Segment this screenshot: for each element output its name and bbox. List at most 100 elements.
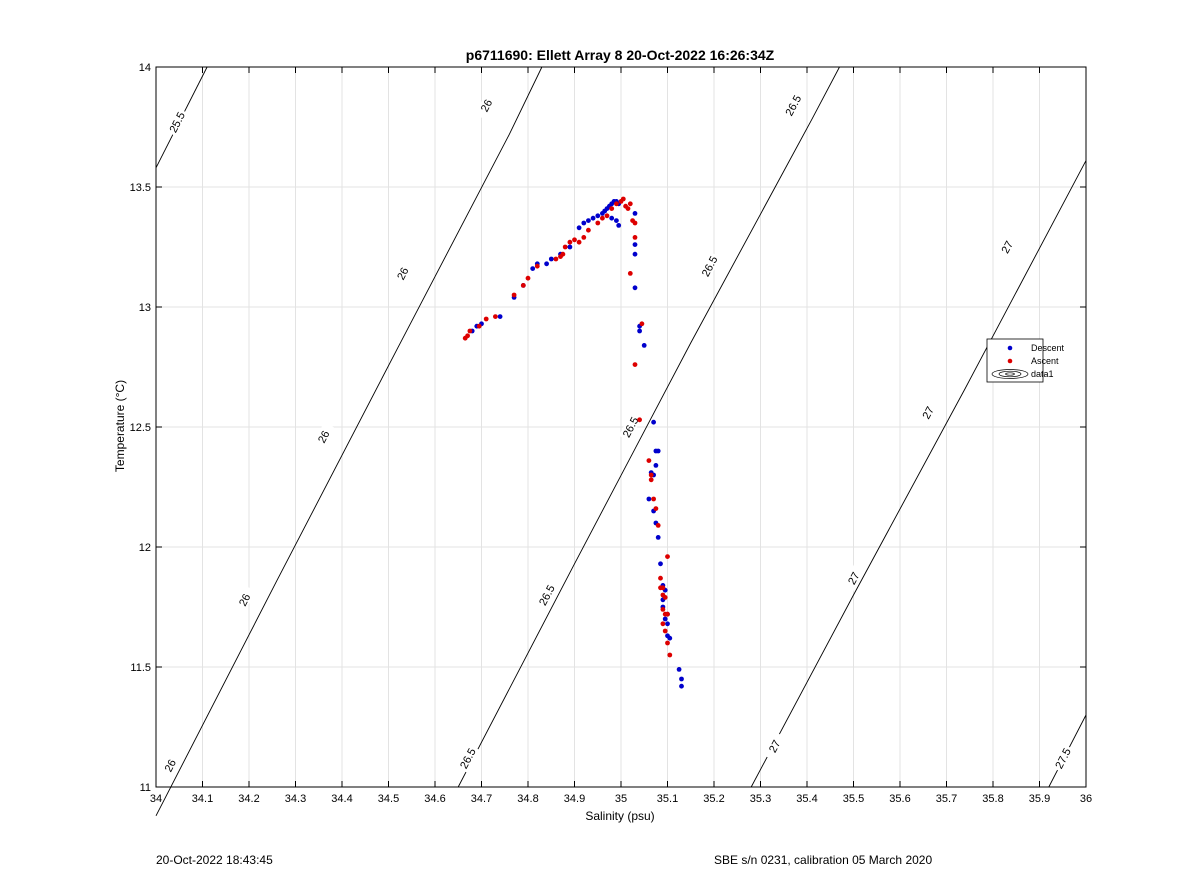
y-tick-label: 11.5 — [130, 662, 151, 674]
x-tick-label: 35.7 — [936, 793, 957, 805]
contour-label-bg — [535, 580, 558, 610]
data-point — [639, 321, 645, 327]
x-tick-label: 35.2 — [703, 793, 724, 805]
contour-label: 26 — [479, 98, 495, 114]
data-point — [576, 225, 582, 231]
data-point — [632, 285, 638, 291]
legend-data1-marker — [991, 369, 1029, 379]
contour-label: 26 — [163, 758, 179, 774]
data-point — [632, 211, 638, 216]
x-tick-label: 34.5 — [378, 793, 399, 805]
contour-label-bg — [916, 398, 940, 427]
data-point — [658, 585, 663, 591]
series-ascent — [462, 196, 673, 658]
x-tick-label: 35.9 — [1029, 793, 1050, 805]
contour-label: 27 — [767, 738, 783, 754]
data-point — [660, 592, 666, 598]
data-point — [467, 328, 473, 334]
data-point — [483, 316, 489, 322]
data-point — [676, 667, 682, 672]
data-point — [632, 362, 638, 367]
series-descent — [469, 199, 684, 689]
data-point — [609, 206, 615, 212]
contour-label-bg — [233, 585, 256, 615]
x-tick-label: 34.8 — [517, 793, 538, 805]
data-point — [511, 292, 517, 298]
y-tick-label: 13.5 — [130, 182, 151, 194]
data-point — [660, 607, 666, 612]
footer-date: 20-Oct-2022 18:43:45 — [156, 853, 273, 867]
data-point — [655, 523, 661, 528]
data-point — [665, 640, 670, 646]
data-point — [616, 223, 622, 228]
legend[interactable]: Descent Ascent data1 — [986, 338, 1065, 383]
x-tick-label: 36 — [1080, 793, 1092, 805]
data-point — [655, 448, 661, 454]
x-axis-label: Salinity (psu) — [585, 809, 654, 823]
data-point — [576, 239, 582, 245]
data-point — [653, 463, 659, 468]
data-point — [614, 201, 619, 207]
x-tick-label: 34.1 — [192, 793, 213, 805]
legend-ascent-label: Ascent — [1031, 356, 1059, 366]
data-point — [665, 554, 670, 559]
y-tick-label: 14 — [139, 62, 151, 74]
data-point — [648, 472, 654, 478]
data-point — [567, 244, 573, 250]
legend-ascent-marker — [1007, 358, 1013, 364]
data-point — [665, 621, 670, 627]
data-point — [609, 215, 615, 221]
data-point — [653, 506, 659, 511]
contour-label-bg — [697, 251, 721, 281]
data-point — [562, 244, 568, 250]
data-point — [632, 242, 638, 248]
data-point — [632, 220, 638, 226]
data-point — [667, 652, 673, 658]
data-point — [520, 283, 526, 288]
data-point — [525, 275, 531, 281]
data-point — [658, 561, 663, 567]
contour-label-bg — [165, 107, 189, 137]
data-point — [667, 635, 673, 641]
data-point — [665, 611, 670, 617]
contour-label-bg — [474, 91, 498, 120]
data-point — [627, 271, 633, 276]
data-point — [662, 628, 668, 634]
y-axis-label: Temperature (°C) — [113, 380, 127, 472]
contour-label: 26 — [237, 592, 253, 608]
chart-title: p6711690: Ellett Array 8 20-Oct-2022 16:… — [466, 47, 775, 63]
contour-label: 26 — [316, 429, 332, 445]
data-point — [632, 251, 638, 257]
legend-descent-marker — [1007, 345, 1013, 351]
grid — [155, 66, 1087, 788]
y-tick-label: 12.5 — [130, 422, 151, 434]
contour-label-bg — [995, 232, 1019, 262]
x-tick-label: 34.9 — [564, 793, 585, 805]
x-tick-label: 34.4 — [331, 793, 352, 805]
data-point — [544, 261, 549, 267]
x-tick-label: 35.4 — [796, 793, 817, 805]
data-point — [572, 237, 577, 243]
data-point — [586, 227, 591, 233]
x-tick-label: 35.5 — [843, 793, 864, 805]
data-point — [660, 621, 666, 627]
data-point — [637, 417, 642, 423]
x-tick-label: 34.2 — [238, 793, 259, 805]
contour-label: 27 — [1000, 239, 1016, 255]
contour-label: 27 — [846, 570, 862, 586]
data-point — [614, 218, 619, 224]
data-point — [679, 683, 684, 689]
contour-label-bg — [618, 412, 642, 442]
legend-box — [986, 338, 1044, 383]
data-point — [581, 235, 587, 240]
data-point — [651, 419, 656, 425]
y-tick-label: 11 — [140, 782, 151, 794]
data-point — [567, 239, 573, 245]
contour-line — [155, 66, 543, 817]
contour-line — [750, 160, 1087, 788]
data-point — [637, 328, 642, 334]
data-point — [590, 215, 596, 221]
data-point — [600, 215, 605, 221]
data-point — [476, 323, 482, 329]
